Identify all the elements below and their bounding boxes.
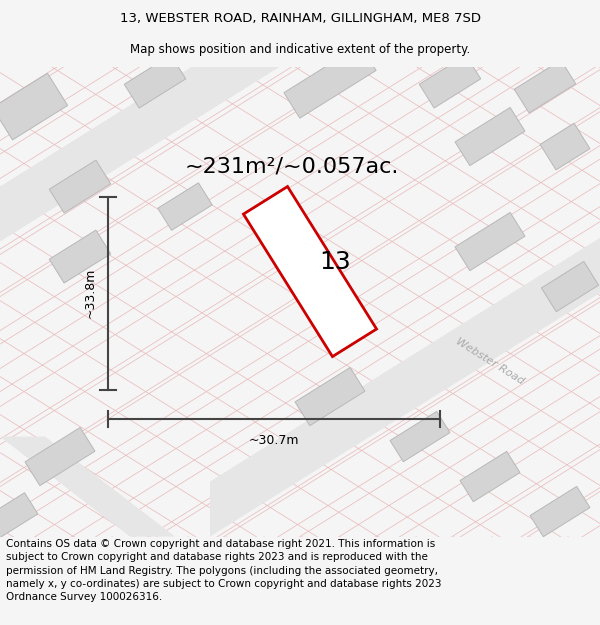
Polygon shape (455, 213, 525, 271)
Polygon shape (390, 411, 450, 462)
Polygon shape (540, 123, 590, 170)
Polygon shape (460, 451, 520, 502)
Text: 13, WEBSTER ROAD, RAINHAM, GILLINGHAM, ME8 7SD: 13, WEBSTER ROAD, RAINHAM, GILLINGHAM, M… (119, 12, 481, 25)
Polygon shape (541, 261, 599, 312)
Polygon shape (0, 436, 175, 536)
Polygon shape (0, 73, 68, 140)
Polygon shape (530, 486, 590, 537)
Text: Map shows position and indicative extent of the property.: Map shows position and indicative extent… (130, 42, 470, 56)
Text: 13: 13 (319, 249, 351, 274)
Polygon shape (284, 45, 376, 118)
Polygon shape (25, 428, 95, 486)
Text: ~231m²/~0.057ac.: ~231m²/~0.057ac. (185, 156, 400, 176)
Text: Webster
Road: Webster Road (260, 211, 310, 252)
Polygon shape (514, 60, 576, 113)
Polygon shape (49, 230, 111, 283)
Polygon shape (124, 55, 186, 108)
Polygon shape (0, 0, 600, 241)
Polygon shape (244, 186, 377, 357)
Polygon shape (210, 238, 600, 536)
Polygon shape (158, 183, 212, 230)
Polygon shape (49, 160, 111, 213)
Polygon shape (295, 368, 365, 426)
Text: ~33.8m: ~33.8m (83, 268, 97, 318)
Polygon shape (455, 107, 525, 166)
Text: ~30.7m: ~30.7m (249, 434, 299, 447)
Text: Contains OS data © Crown copyright and database right 2021. This information is
: Contains OS data © Crown copyright and d… (6, 539, 442, 602)
Polygon shape (0, 492, 38, 541)
Polygon shape (419, 55, 481, 108)
Text: Webster Road: Webster Road (454, 336, 526, 387)
